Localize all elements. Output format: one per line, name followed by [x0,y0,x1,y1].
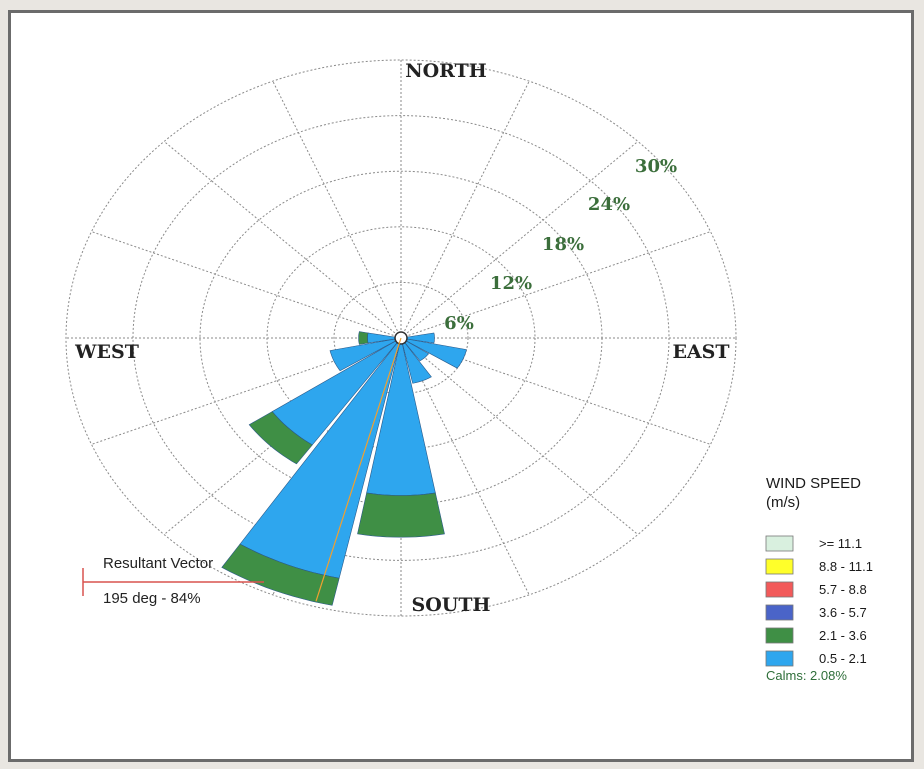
sector-135-band-0 [400,337,430,362]
wind-sectors [221,331,467,606]
direction-label-west: WEST [74,341,139,363]
legend-swatch-0 [765,535,794,552]
grid-spoke [400,337,639,535]
legend-label-1: 8.8 - 11.1 [819,559,873,574]
legend-label-3: 3.6 - 5.7 [819,605,867,620]
sector-247.5-band-0 [329,337,402,372]
grid-spoke [91,337,402,445]
sector-157.5-band-0 [400,337,432,384]
sector-180-band-1 [357,492,445,538]
ring-label-6: 6% [444,313,474,334]
ring-label-18: 18% [542,234,584,255]
chart-frame: NORTH EAST SOUTH WEST 6% 12% 18% 24% 30%… [8,10,914,762]
sector-270-band-1 [358,331,369,345]
ring-label-24: 24% [588,194,630,215]
grid-spoke [400,337,711,445]
chart-labels: NORTH EAST SOUTH WEST 6% 12% 18% 24% 30% [74,60,729,616]
wind-rose-chart: NORTH EAST SOUTH WEST 6% 12% 18% 24% 30%… [65,59,873,683]
grid-spoke [163,141,402,339]
legend-swatch-2 [765,581,794,598]
resultant-vector-label: Resultant Vector [103,555,213,572]
grid-spoke [400,80,530,339]
legend-unit: (m/s) [766,494,800,511]
direction-label-east: EAST [672,341,729,363]
grid-spoke [400,141,639,339]
legend-calms: Calms: 2.08% [766,668,847,683]
sector-225-band-1 [248,411,313,465]
legend: WIND SPEED (m/s) >= 11.1 8.8 - 11.1 5.7 - … [765,475,873,683]
grid-ring-5 [65,59,737,617]
legend-items: >= 11.1 8.8 - 11.1 5.7 - 8.8 3.6 - 5.7 2.1 -… [765,535,873,667]
legend-label-5: 0.5 - 2.1 [819,651,867,666]
ring-label-12: 12% [490,273,532,294]
resultant-vector-annotation: Resultant Vector 195 deg - 84% [82,555,264,607]
grid-spoke [91,231,402,339]
legend-swatch-5 [765,650,794,667]
resultant-vector-line [315,337,402,602]
resultant-vector-value: 195 deg - 84% [103,590,201,607]
sector-202.5-band-1 [221,543,340,606]
legend-swatch-3 [765,604,794,621]
legend-title: WIND SPEED [766,475,861,492]
legend-label-0: >= 11.1 [819,536,862,551]
sector-90-band-0 [400,332,435,344]
direction-label-south: SOUTH [412,594,491,616]
legend-label-2: 5.7 - 8.8 [819,582,867,597]
grid-spoke [272,80,402,339]
direction-label-north: NORTH [405,60,487,82]
legend-swatch-1 [765,558,794,575]
resultant-vector [315,337,402,602]
grid-spoke [400,231,711,339]
legend-swatch-4 [765,627,794,644]
sector-112.5-band-0 [400,337,467,369]
legend-label-4: 2.1 - 3.6 [819,628,867,643]
ring-label-30: 30% [635,156,677,177]
